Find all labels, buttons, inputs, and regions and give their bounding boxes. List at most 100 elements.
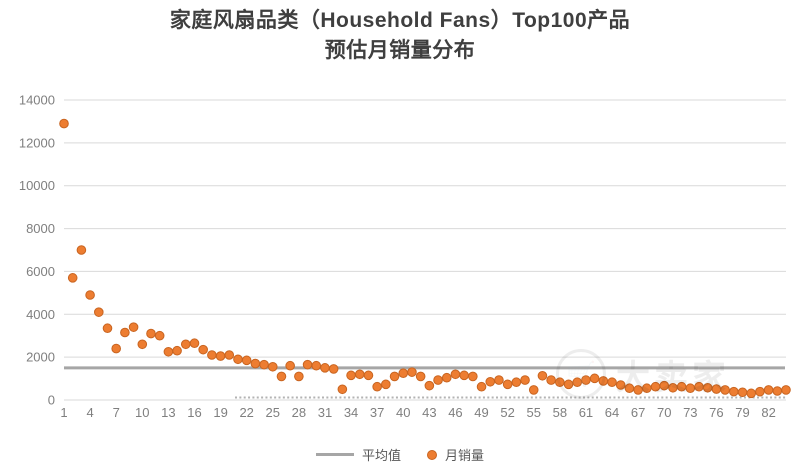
data-point: [302, 359, 313, 370]
data-point: [398, 368, 409, 379]
data-point: [120, 327, 130, 338]
data-point: [781, 385, 791, 395]
y-axis-tick-label: 0: [48, 393, 55, 408]
data-point: [224, 350, 235, 360]
data-point: [729, 386, 739, 397]
data-point: [615, 380, 626, 390]
x-axis-tick-label: 25: [266, 405, 280, 420]
x-axis-tick-label: 73: [683, 405, 697, 420]
x-axis-tick-label: 40: [396, 405, 410, 420]
data-point: [668, 382, 678, 393]
data-point: [746, 388, 757, 399]
x-axis-tick-label: 55: [527, 405, 541, 420]
data-point: [285, 360, 295, 371]
x-axis-tick-label: 52: [500, 405, 514, 420]
x-axis-tick-label: 49: [474, 405, 488, 420]
data-point: [494, 375, 504, 385]
data-point: [381, 379, 391, 390]
data-point: [598, 376, 609, 386]
data-point: [189, 338, 200, 349]
x-axis-tick-label: 1: [60, 405, 67, 420]
page-title: 家庭风扇品类（Household Fans）Top100产品 预估月销量分布: [0, 6, 800, 66]
data-point: [711, 384, 722, 394]
data-point: [93, 307, 104, 317]
data-point: [624, 383, 635, 394]
y-axis-tick-label: 10000: [19, 178, 55, 193]
data-point: [146, 328, 156, 339]
scatter-plot-area: 0 2000 4000 6000 8000 10000 12000 14000 1 4 7 10 13 1…: [19, 93, 791, 420]
data-point: [233, 354, 243, 365]
data-point: [337, 384, 348, 395]
data-point: [659, 380, 670, 391]
data-point: [102, 323, 113, 334]
data-point: [476, 381, 487, 392]
x-axis-tick-label: 82: [761, 405, 775, 420]
data-point: [702, 382, 713, 393]
data-point: [755, 386, 765, 397]
data-point: [468, 371, 478, 382]
x-axis-tick-label: 10: [135, 405, 149, 420]
data-point: [589, 373, 600, 384]
x-axis-tick-label: 79: [735, 405, 749, 420]
x-axis-tick-label: 43: [422, 405, 436, 420]
data-point: [520, 375, 530, 385]
x-axis-tick-label: 16: [187, 405, 201, 420]
chart-title-line2: 预估月销量分布: [324, 39, 476, 62]
data-point: [207, 350, 217, 360]
x-axis-tick-label: 37: [370, 405, 384, 420]
data-point: [172, 345, 182, 356]
legend: 平均值 月销量: [0, 445, 800, 464]
data-point: [241, 355, 252, 366]
x-axis-tick-label: 76: [709, 405, 723, 420]
x-axis-tick-label: 19: [213, 405, 227, 420]
data-point: [424, 380, 435, 391]
data-point: [546, 375, 556, 385]
data-point: [154, 330, 165, 341]
average-line-swatch-icon: [315, 453, 354, 456]
x-axis-tick-label: 46: [448, 405, 462, 420]
data-point: [354, 369, 365, 380]
data-point: [294, 371, 304, 382]
data-point: [563, 379, 574, 390]
x-axis-tick-label: 58: [553, 405, 567, 420]
data-point: [694, 381, 704, 392]
data-point: [772, 386, 783, 396]
y-axis-tick-label: 6000: [26, 264, 55, 279]
data-point: [180, 339, 191, 350]
data-point: [198, 344, 208, 355]
data-point: [250, 358, 261, 369]
data-point: [459, 370, 469, 381]
x-axis-tick-label: 64: [605, 405, 619, 420]
data-point: [137, 339, 148, 350]
data-point: [163, 346, 174, 357]
x-axis-tick-label: 31: [318, 405, 332, 420]
sales-dot-swatch-icon: [427, 449, 437, 460]
data-point: [537, 370, 548, 381]
legend-item-average: 平均值: [315, 445, 401, 464]
y-axis-tick-label: 14000: [19, 93, 55, 108]
data-point: [320, 363, 330, 373]
data-point: [363, 370, 374, 381]
x-axis-tick-label: 61: [579, 405, 593, 420]
data-point: [572, 377, 583, 388]
x-axis-tick-label: 4: [86, 405, 93, 420]
data-point: [581, 375, 591, 385]
data-point: [450, 369, 461, 380]
data-point: [720, 385, 730, 395]
data-point: [267, 361, 278, 372]
x-axis-tick-label: 13: [161, 405, 175, 420]
data-point: [555, 377, 565, 388]
y-axis-tick-label: 4000: [26, 307, 55, 322]
data-point: [607, 377, 617, 388]
data-point: [415, 371, 426, 382]
data-point: [372, 381, 382, 392]
data-point: [633, 385, 643, 395]
data-point: [676, 381, 687, 392]
data-point: [737, 387, 748, 398]
chart-title-line1: 家庭风扇品类（Household Fans）Top100产品: [169, 9, 631, 32]
data-point: [67, 273, 78, 283]
y-axis-tick-label: 12000: [19, 135, 55, 150]
y-axis-tick-label: 8000: [26, 221, 55, 236]
data-point: [328, 364, 339, 374]
data-point: [407, 367, 417, 377]
